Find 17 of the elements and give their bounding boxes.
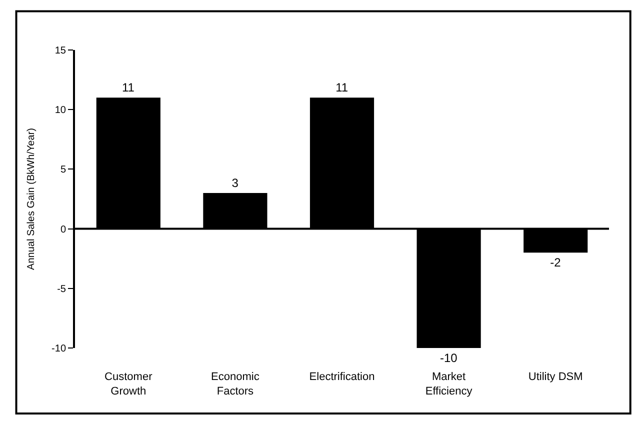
data-label: -10 [440,351,458,365]
y-tick-label: -5 [57,284,66,295]
y-tick-label: -10 [52,344,66,354]
y-tick-label: 10 [54,105,66,116]
data-label: 11 [336,80,348,95]
x-tick-label: Electrification [309,371,375,383]
data-label: 3 [232,176,239,190]
x-tick-label: Utility DSM [528,371,583,383]
data-label: -2 [550,256,562,270]
y-tick-label: 5 [60,164,66,176]
x-tick-label: Customer Growth [104,371,153,398]
data-label: 11 [122,80,135,95]
x-tick-label: Economic Factors [211,371,260,398]
y-tick-label: 0 [60,224,66,236]
y-tick-label: 15 [54,46,66,56]
x-tick-label: Market Efficiency [425,371,473,398]
y-axis-title: Annual Sales Gain (BkWh/Year) [26,128,38,270]
